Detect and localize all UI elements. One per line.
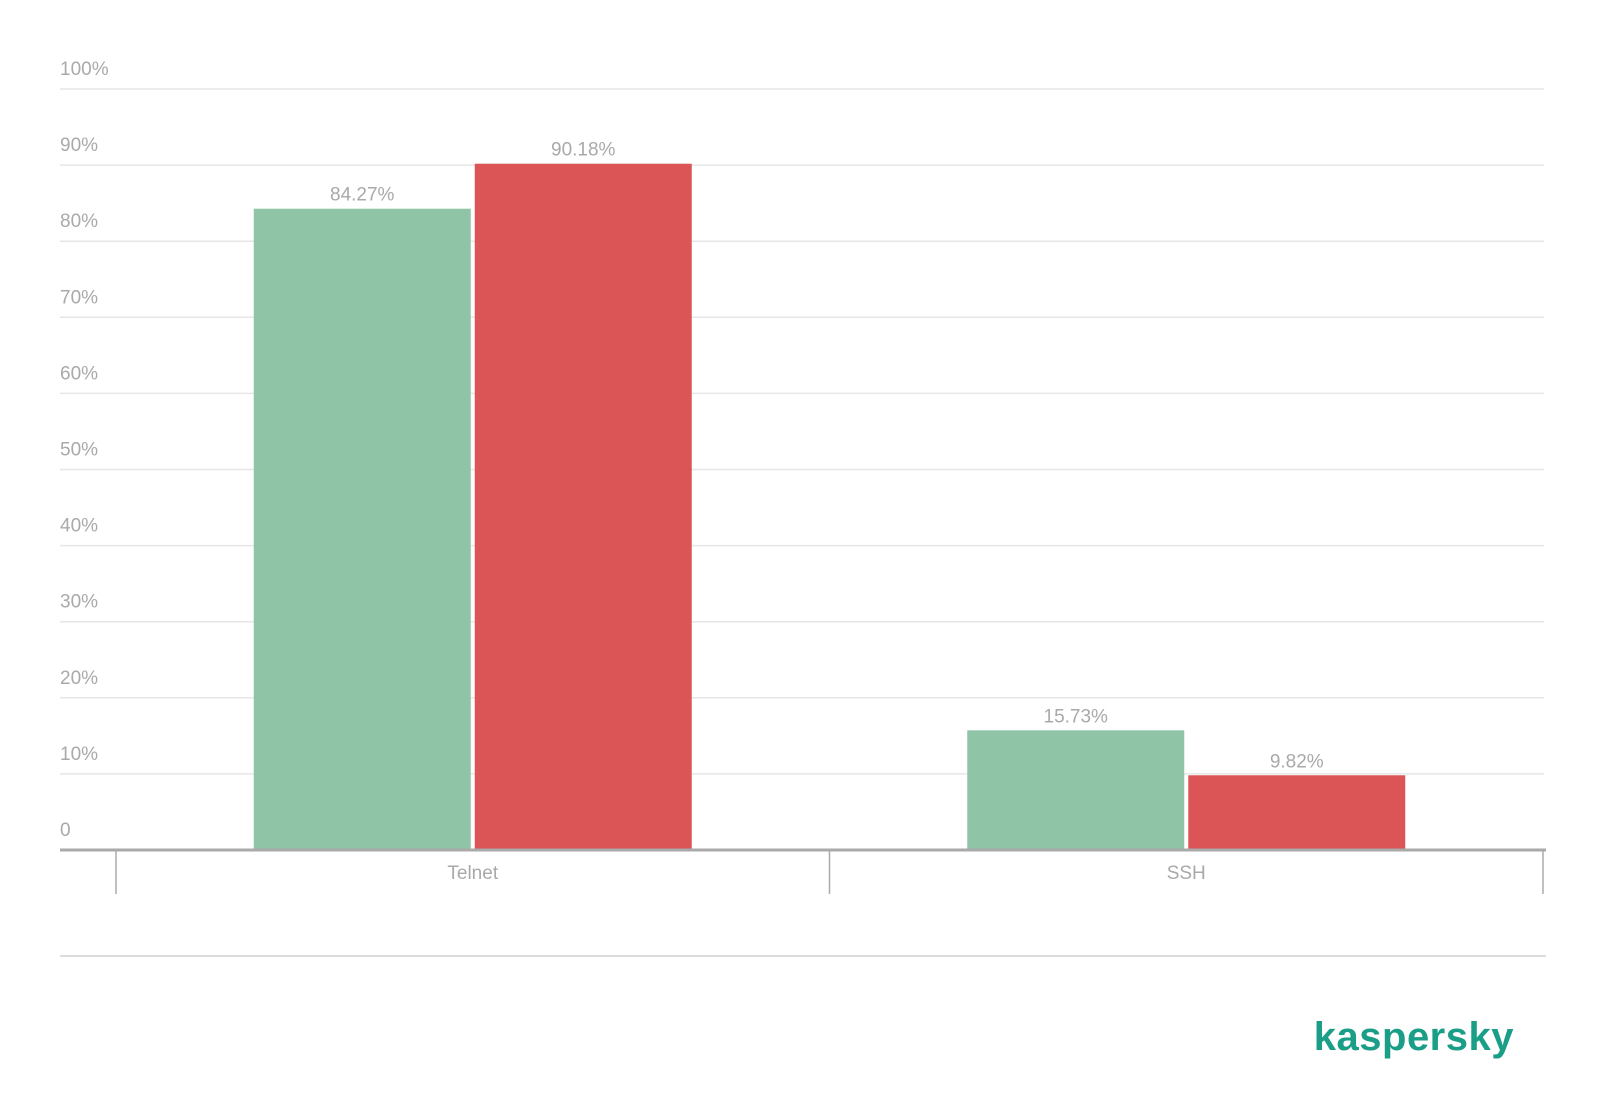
brand-logo: kaspersky (1314, 1015, 1514, 1059)
y-tick-label: 20% (60, 668, 98, 689)
y-tick-label: 80% (60, 211, 98, 232)
y-tick-label: 50% (60, 440, 98, 461)
y-tick-label: 0 (60, 820, 71, 841)
y-tick-label: 90% (60, 135, 98, 156)
bar (967, 730, 1185, 850)
y-tick-label: 100% (60, 59, 109, 80)
bar (474, 163, 692, 850)
bar (1188, 775, 1406, 850)
bar (253, 208, 471, 850)
y-tick-label: 10% (60, 744, 98, 765)
value-label: 9.82% (1270, 751, 1324, 772)
value-label: 90.18% (551, 140, 616, 161)
y-tick-label: 30% (60, 592, 98, 613)
value-label: 84.27% (330, 185, 395, 206)
y-tick-label: 70% (60, 287, 98, 308)
y-tick-label: 40% (60, 516, 98, 537)
x-tick-label: Telnet (447, 863, 498, 884)
y-tick-label: 60% (60, 363, 98, 384)
x-tick-label: SSH (1167, 863, 1206, 884)
value-label: 15.73% (1044, 706, 1109, 727)
